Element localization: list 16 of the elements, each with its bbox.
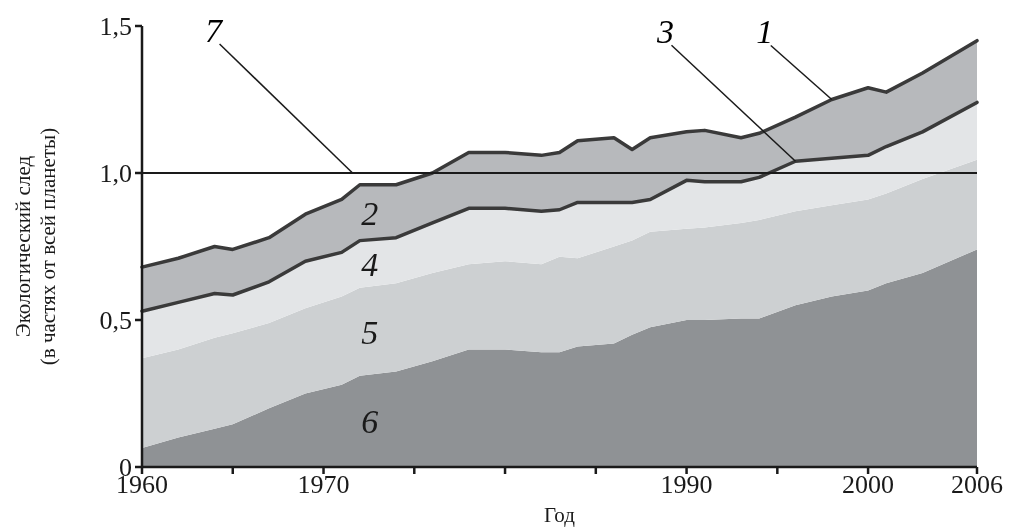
annotation: 7: [205, 11, 225, 49]
series-label: 6: [361, 403, 379, 441]
annotation: 3: [655, 13, 674, 51]
x-axis-title: Год: [544, 503, 576, 527]
x-tick-label: 1990: [660, 470, 713, 499]
series-label: 4: [361, 246, 379, 284]
y-tick-label: 1,5: [99, 12, 132, 42]
x-tick-label: 2000: [842, 470, 895, 499]
y-axis-title: Экологический след (в частях от всей планеты): [11, 127, 60, 366]
series-label: 5: [361, 313, 379, 351]
x-tick-label: 1970: [297, 470, 350, 499]
y-tick-label: 0,5: [99, 306, 132, 336]
x-tick-label: 2006: [951, 470, 1003, 499]
series-label: 2: [361, 194, 379, 232]
y-tick-label: 1,0: [99, 159, 132, 189]
annotation: 1: [756, 13, 774, 51]
